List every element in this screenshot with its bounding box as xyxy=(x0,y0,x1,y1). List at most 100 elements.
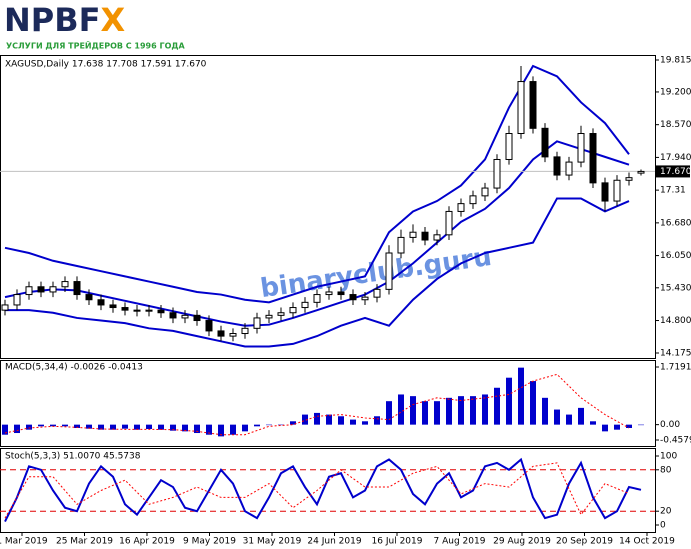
macd-bar xyxy=(638,424,644,426)
macd-bar xyxy=(578,407,584,425)
candle-body xyxy=(61,281,69,288)
candle-body xyxy=(385,252,393,290)
macd-bar xyxy=(206,424,212,435)
macd-bar xyxy=(446,397,452,425)
y-tick-label: 14.800 xyxy=(660,316,691,326)
candle-body xyxy=(409,231,417,238)
candle-body xyxy=(37,286,45,293)
macd-bar xyxy=(374,416,380,425)
macd-bar xyxy=(590,421,596,425)
logo-text: NPBF xyxy=(4,1,100,39)
current-price-box xyxy=(656,165,690,178)
macd-bar xyxy=(602,424,608,432)
macd-bar xyxy=(542,397,548,425)
macd-bar xyxy=(218,424,224,437)
candle-body xyxy=(97,299,105,306)
macd-bar xyxy=(290,421,296,425)
macd-bar xyxy=(314,412,320,425)
candle-body xyxy=(397,236,405,254)
y-tick-label: 0.00 xyxy=(660,420,680,430)
indicator-title: MACD(5,34,4) -0.0026 -0.0413 xyxy=(5,363,143,373)
x-tick-label: 29 Aug 2019 xyxy=(493,537,551,547)
candle-body xyxy=(25,286,33,296)
macd-bar xyxy=(278,424,284,426)
y-tick-label: 17.31 xyxy=(660,186,686,196)
candle-body xyxy=(109,304,117,309)
macd-bar xyxy=(362,421,368,425)
y-tick-label: -0.4579 xyxy=(660,436,691,446)
macd-bar xyxy=(626,424,632,428)
candle-body xyxy=(589,133,597,184)
logo: NPBFX xyxy=(4,1,125,39)
x-tick-label: 1 Mar 2019 xyxy=(0,537,48,547)
candle-body xyxy=(625,177,633,181)
candle-body xyxy=(289,307,297,314)
candle-body xyxy=(337,291,345,296)
candle-body xyxy=(253,317,261,329)
macd-bar xyxy=(530,381,536,425)
candle-body xyxy=(637,170,645,174)
candle-body xyxy=(181,314,189,319)
candle-body xyxy=(361,296,369,301)
macd-bar xyxy=(26,424,32,430)
x-tick-label: 16 Jul 2019 xyxy=(372,537,423,547)
macd-bar xyxy=(230,424,236,435)
candle-body xyxy=(541,127,549,158)
candle-body xyxy=(13,294,21,306)
stoch-panel xyxy=(0,448,656,533)
candle-body xyxy=(565,161,573,176)
candle-body xyxy=(469,195,477,205)
candle-body xyxy=(529,81,537,129)
y-tick-label: 17.940 xyxy=(660,153,691,163)
candle-body xyxy=(133,309,141,312)
macd-signal xyxy=(4,373,630,436)
x-tick-label: 9 May 2019 xyxy=(183,537,236,547)
candle-body xyxy=(313,294,321,303)
macd-bar xyxy=(614,424,620,430)
macd-bar xyxy=(554,409,560,425)
candle-body xyxy=(325,291,333,296)
macd-bar xyxy=(326,414,332,425)
macd-bar xyxy=(566,414,572,425)
macd-bar xyxy=(266,424,272,426)
macd-bar xyxy=(2,424,8,435)
macd-bar xyxy=(398,394,404,425)
candle-body xyxy=(421,231,429,241)
y-tick-label: 18.570 xyxy=(660,120,691,130)
x-tick-label: 16 Apr 2019 xyxy=(119,537,175,547)
main-panel xyxy=(0,55,656,359)
macd-bar xyxy=(146,424,152,430)
candle-body xyxy=(121,307,129,311)
macd-bar xyxy=(62,424,68,427)
macd-bar xyxy=(482,394,488,425)
x-tick-label: 31 May 2019 xyxy=(243,537,302,547)
candle-body xyxy=(553,156,561,176)
y-tick-label: 20 xyxy=(660,507,672,517)
candle-body xyxy=(73,281,81,296)
macd-bar xyxy=(134,424,140,430)
macd-bar xyxy=(38,424,44,427)
stoch-main xyxy=(4,457,642,522)
macd-bar xyxy=(422,401,428,425)
macd-bar xyxy=(242,424,248,432)
candle-body xyxy=(517,81,525,135)
macd-bar xyxy=(110,424,116,430)
candle-body xyxy=(145,309,153,312)
macd-panel xyxy=(0,360,656,447)
candle-body xyxy=(301,301,309,309)
candle-body xyxy=(481,187,489,197)
candle-body xyxy=(505,133,513,160)
macd-bar xyxy=(14,424,20,434)
candle-body xyxy=(1,304,9,311)
macd-bar xyxy=(470,396,476,425)
y-tick-label: 16.050 xyxy=(660,251,691,261)
macd-bar xyxy=(518,367,524,425)
macd-bar xyxy=(458,396,464,425)
candle-body xyxy=(205,320,213,332)
macd-bar xyxy=(122,424,128,429)
candle-body xyxy=(277,312,285,316)
macd-bar xyxy=(350,419,356,425)
candle-body xyxy=(265,314,273,319)
bollinger-band xyxy=(4,140,630,327)
